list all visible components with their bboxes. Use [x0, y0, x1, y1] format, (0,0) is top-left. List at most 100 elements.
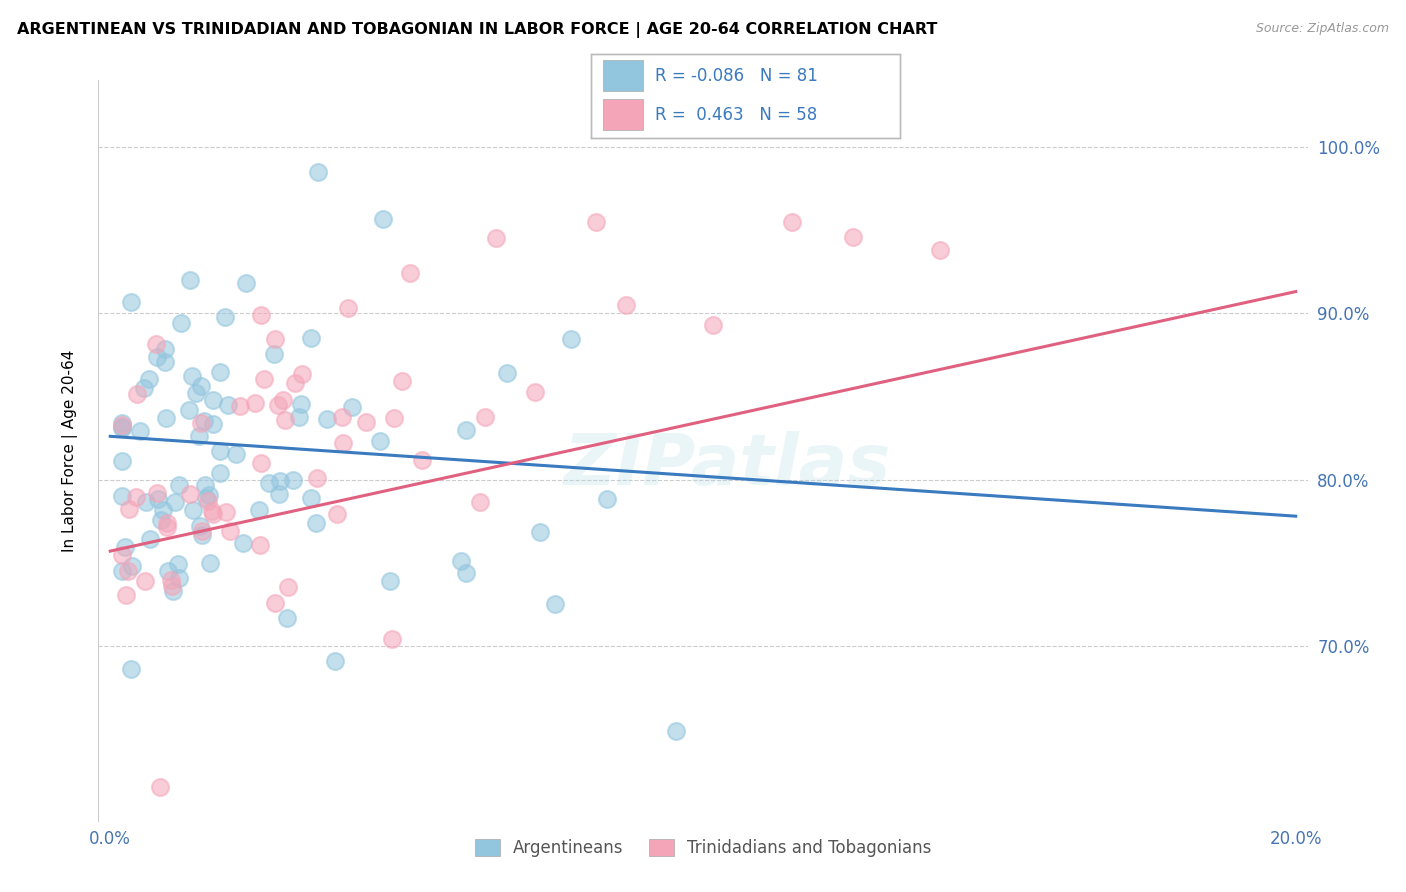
Point	[153, 355, 176, 369]
Legend: Argentineans, Trinidadians and Tobagonians: Argentineans, Trinidadians and Tobagonia…	[468, 832, 938, 864]
Point	[125, 387, 148, 401]
Point	[218, 524, 240, 538]
Point	[194, 477, 217, 491]
Point	[284, 376, 307, 390]
Text: ARGENTINEAN VS TRINIDADIAN AND TOBAGONIAN IN LABOR FORCE | AGE 20-64 CORRELATION: ARGENTINEAN VS TRINIDADIAN AND TOBAGONIA…	[17, 22, 938, 38]
Point	[149, 513, 172, 527]
Point	[232, 536, 254, 550]
Point	[111, 548, 134, 562]
Point	[929, 243, 952, 257]
Point	[269, 475, 291, 489]
Point	[780, 215, 803, 229]
Point	[225, 447, 247, 461]
Point	[169, 478, 191, 492]
Point	[336, 301, 359, 316]
Point	[209, 365, 232, 379]
Point	[243, 396, 266, 410]
Point	[162, 584, 184, 599]
Point	[229, 399, 252, 413]
Point	[170, 316, 193, 330]
Text: R =  0.463   N = 58: R = 0.463 N = 58	[655, 105, 818, 123]
Point	[257, 476, 280, 491]
Point	[474, 409, 496, 424]
Point	[323, 654, 346, 668]
Point	[702, 318, 724, 332]
Point	[197, 493, 219, 508]
Point	[307, 165, 329, 179]
Point	[191, 528, 214, 542]
Point	[155, 519, 177, 533]
Point	[209, 443, 232, 458]
Point	[134, 574, 156, 588]
Point	[135, 494, 157, 508]
Point	[249, 456, 271, 470]
Point	[167, 571, 190, 585]
Point	[120, 295, 142, 310]
Point	[267, 399, 290, 413]
Point	[391, 374, 413, 388]
Point	[496, 366, 519, 380]
Point	[128, 424, 150, 438]
Point	[217, 398, 239, 412]
Point	[305, 470, 328, 484]
Point	[560, 332, 582, 346]
Point	[121, 558, 143, 573]
Point	[299, 331, 322, 345]
Point	[332, 436, 354, 450]
Point	[149, 780, 172, 795]
Point	[155, 411, 177, 425]
Point	[291, 368, 314, 382]
Y-axis label: In Labor Force | Age 20-64: In Labor Force | Age 20-64	[62, 350, 77, 551]
Point	[179, 487, 201, 501]
Point	[111, 418, 134, 433]
Text: Source: ZipAtlas.com: Source: ZipAtlas.com	[1256, 22, 1389, 36]
Point	[215, 505, 238, 519]
Point	[117, 564, 139, 578]
Point	[470, 495, 492, 509]
Point	[283, 473, 305, 487]
Point	[208, 466, 231, 480]
Point	[160, 578, 183, 592]
Bar	[603, 61, 643, 91]
Point	[146, 486, 169, 500]
Point	[153, 343, 176, 357]
Point	[523, 385, 546, 400]
Point	[411, 453, 433, 467]
Point	[368, 434, 391, 449]
Point	[201, 504, 224, 518]
Point	[373, 212, 395, 227]
Point	[253, 372, 276, 386]
Point	[191, 524, 214, 539]
Point	[267, 487, 290, 501]
Point	[842, 230, 865, 244]
Point	[249, 308, 271, 322]
Point	[264, 596, 287, 610]
Point	[125, 491, 148, 505]
Point	[111, 421, 134, 435]
Point	[665, 723, 688, 738]
Point	[202, 417, 225, 431]
Point	[201, 393, 224, 408]
Point	[190, 379, 212, 393]
Point	[378, 574, 401, 589]
Point	[290, 397, 312, 411]
Point	[145, 337, 167, 351]
Point	[152, 503, 174, 517]
Point	[111, 420, 134, 434]
Point	[454, 566, 477, 580]
Point	[381, 632, 404, 647]
Point	[326, 507, 349, 521]
Point	[184, 386, 207, 401]
Point	[114, 540, 136, 554]
Point	[198, 488, 221, 502]
Point	[316, 412, 339, 426]
Point	[299, 491, 322, 505]
Point	[117, 502, 139, 516]
Point	[354, 415, 377, 429]
Point	[271, 393, 294, 408]
Bar	[603, 99, 643, 130]
Point	[120, 662, 142, 676]
Point	[585, 215, 607, 229]
Point	[138, 372, 160, 386]
Point	[340, 400, 363, 414]
